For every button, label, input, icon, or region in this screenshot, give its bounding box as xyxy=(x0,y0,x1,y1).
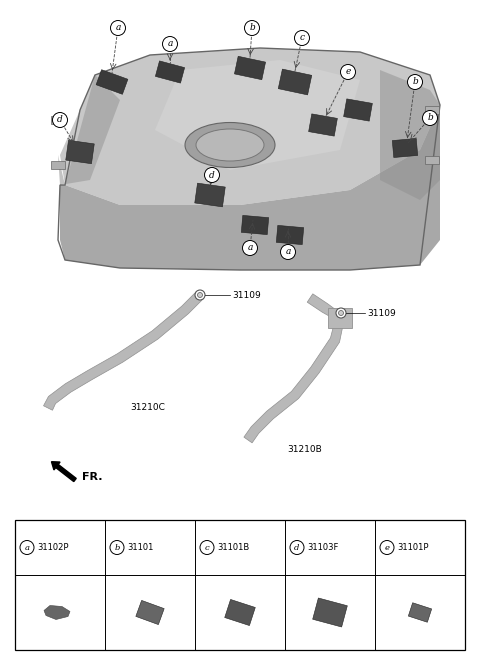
Polygon shape xyxy=(309,114,337,136)
Circle shape xyxy=(197,293,203,298)
Polygon shape xyxy=(156,61,185,83)
Circle shape xyxy=(52,112,68,127)
Ellipse shape xyxy=(196,129,264,161)
Polygon shape xyxy=(244,294,345,443)
Polygon shape xyxy=(328,308,352,328)
Circle shape xyxy=(340,64,356,79)
Polygon shape xyxy=(312,598,348,627)
Bar xyxy=(15,520,465,650)
Circle shape xyxy=(295,30,310,45)
Text: b: b xyxy=(412,77,418,87)
Polygon shape xyxy=(44,605,70,619)
Text: 31210C: 31210C xyxy=(131,403,166,413)
Text: d: d xyxy=(57,115,63,125)
Circle shape xyxy=(408,75,422,89)
Text: 31101B: 31101B xyxy=(217,543,249,552)
FancyArrow shape xyxy=(51,462,76,482)
Text: c: c xyxy=(204,544,209,552)
Text: a: a xyxy=(24,544,29,552)
Circle shape xyxy=(380,541,394,554)
Polygon shape xyxy=(344,99,372,121)
Circle shape xyxy=(195,290,205,300)
Polygon shape xyxy=(195,183,225,207)
Circle shape xyxy=(422,110,437,125)
Circle shape xyxy=(336,308,346,318)
Text: c: c xyxy=(300,33,304,43)
Bar xyxy=(51,161,65,169)
Text: a: a xyxy=(247,243,252,253)
Circle shape xyxy=(244,20,260,35)
Text: 31101P: 31101P xyxy=(397,543,429,552)
Circle shape xyxy=(200,541,214,554)
Circle shape xyxy=(163,37,178,52)
Bar xyxy=(51,116,65,124)
Bar xyxy=(425,156,439,164)
Polygon shape xyxy=(155,60,360,170)
Text: 31103F: 31103F xyxy=(307,543,338,552)
Polygon shape xyxy=(408,603,432,623)
Text: 31102P: 31102P xyxy=(37,543,69,552)
Polygon shape xyxy=(392,138,418,157)
Polygon shape xyxy=(241,215,269,235)
Text: FR.: FR. xyxy=(82,472,103,482)
Circle shape xyxy=(242,241,257,255)
Circle shape xyxy=(20,541,34,554)
Polygon shape xyxy=(44,291,204,410)
Text: d: d xyxy=(209,171,215,180)
Circle shape xyxy=(338,310,344,316)
Circle shape xyxy=(110,20,125,35)
Text: 31210B: 31210B xyxy=(288,445,323,455)
Bar xyxy=(425,106,439,114)
Polygon shape xyxy=(380,70,440,200)
Text: b: b xyxy=(427,113,433,123)
Text: a: a xyxy=(168,39,173,49)
Polygon shape xyxy=(96,70,128,94)
Polygon shape xyxy=(66,140,94,164)
Polygon shape xyxy=(60,48,440,205)
Polygon shape xyxy=(234,56,265,80)
Text: e: e xyxy=(345,68,351,77)
Ellipse shape xyxy=(185,123,275,167)
Polygon shape xyxy=(276,226,304,245)
Text: b: b xyxy=(249,24,255,33)
Circle shape xyxy=(110,541,124,554)
Text: e: e xyxy=(384,544,389,552)
Text: a: a xyxy=(115,24,120,33)
Text: b: b xyxy=(114,544,120,552)
Polygon shape xyxy=(136,600,164,625)
Polygon shape xyxy=(225,600,255,626)
Circle shape xyxy=(290,541,304,554)
Polygon shape xyxy=(278,69,312,95)
Polygon shape xyxy=(60,105,440,270)
Text: 31109: 31109 xyxy=(232,291,261,300)
Polygon shape xyxy=(58,75,120,185)
Circle shape xyxy=(204,167,219,182)
Text: a: a xyxy=(285,247,291,256)
Text: d: d xyxy=(294,544,300,552)
Text: 31109: 31109 xyxy=(367,308,396,318)
Circle shape xyxy=(280,245,296,260)
Text: 31101: 31101 xyxy=(127,543,154,552)
